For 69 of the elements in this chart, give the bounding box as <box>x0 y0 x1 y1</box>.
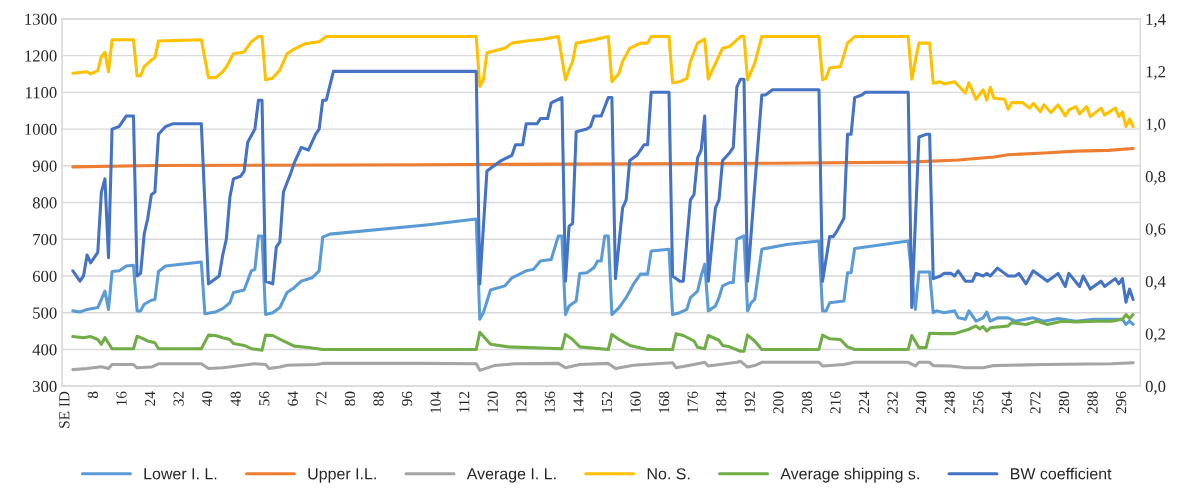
y2-tick-label: 0,8 <box>1145 170 1166 185</box>
y-tick-label: 800 <box>32 197 57 209</box>
x-tick-label: 168 <box>658 391 670 413</box>
x-tick-label: 216 <box>830 391 841 414</box>
y2-tick-label: 1,0 <box>1146 118 1166 133</box>
x-tick-label: 232 <box>887 391 898 414</box>
line-series <box>71 147 1135 169</box>
x-tick-label: 112 <box>459 391 470 413</box>
x-tick-label: 272 <box>1030 391 1041 414</box>
y-tick-label: 900 <box>32 160 57 172</box>
y-tick-label: 300 <box>33 380 57 393</box>
legend-label: Average I. L. <box>466 468 556 483</box>
x-tick-label: 120 <box>487 391 498 413</box>
x-tick-label: 192 <box>744 391 755 413</box>
x-tick-label: 16 <box>116 391 127 405</box>
x-tick-label: 104 <box>430 391 441 413</box>
x-tick-label: 40 <box>201 391 213 407</box>
x-tick-label: 280 <box>1058 391 1070 414</box>
x-tick-label: 24 <box>144 391 156 406</box>
x-tick-label: 64 <box>287 391 298 406</box>
y-tick-label: 600 <box>32 270 57 282</box>
y2-tick-label: 0,6 <box>1145 223 1166 238</box>
x-tick-label: 248 <box>944 391 955 414</box>
x-tick-label: 144 <box>573 391 584 413</box>
x-tick-label: 240 <box>916 391 927 414</box>
x-tick-label: 80 <box>344 391 356 406</box>
x-tick-label: 160 <box>630 391 641 413</box>
x-tick-label: 224 <box>858 391 870 414</box>
y-tick-label: 400 <box>32 344 57 356</box>
legend-label: Lower I. L. <box>144 468 217 480</box>
y-tick-label: 500 <box>33 307 57 319</box>
x-tick-label: 152 <box>601 391 613 413</box>
legend-label: Average shipping s. <box>780 467 919 483</box>
legend-label: No. S. <box>647 468 690 480</box>
y2-tick-label: 0,2 <box>1145 328 1166 343</box>
x-tick-label: 136 <box>544 391 556 413</box>
x-tick-label: 8 <box>87 391 99 399</box>
x-tick-label: 96 <box>401 391 413 406</box>
x-tick-label: 48 <box>230 391 241 407</box>
x-tick-label: 128 <box>516 391 527 413</box>
line-series <box>71 69 1135 309</box>
line-series <box>71 217 1135 326</box>
y-tick-label: 1000 <box>25 123 57 136</box>
line-series <box>71 313 1135 353</box>
x-tick-label: 264 <box>1001 391 1012 414</box>
x-tick-label: 184 <box>716 391 727 413</box>
x-tick-label: 208 <box>801 391 813 414</box>
x-tick-label: 296 <box>1115 391 1127 414</box>
x-tick-label: 72 <box>316 391 327 406</box>
x-tick-label: SE ID <box>59 391 70 428</box>
line-series <box>71 34 1135 129</box>
x-tick-label: 176 <box>687 391 698 413</box>
y2-tick-label: 1,2 <box>1146 66 1166 80</box>
y-tick-label: 1300 <box>25 13 57 25</box>
line-series <box>71 359 1135 372</box>
y-tick-label: 1100 <box>25 87 57 99</box>
x-tick-label: 88 <box>373 391 384 406</box>
x-tick-label: 56 <box>259 391 270 406</box>
y2-tick-label: 1,4 <box>1146 13 1166 28</box>
legend-label: BW coefficient <box>1011 467 1112 480</box>
y2-tick-label: 0,4 <box>1145 275 1166 290</box>
legend-label: Upper I.L. <box>308 468 376 483</box>
x-tick-label: 256 <box>973 391 984 414</box>
x-tick-label: 200 <box>773 391 784 414</box>
x-tick-label: 288 <box>1087 391 1098 414</box>
y-tick-label: 700 <box>33 233 57 246</box>
y-tick-label: 1200 <box>25 50 57 62</box>
x-tick-label: 32 <box>173 391 184 406</box>
y2-tick-label: 0,0 <box>1145 380 1166 395</box>
